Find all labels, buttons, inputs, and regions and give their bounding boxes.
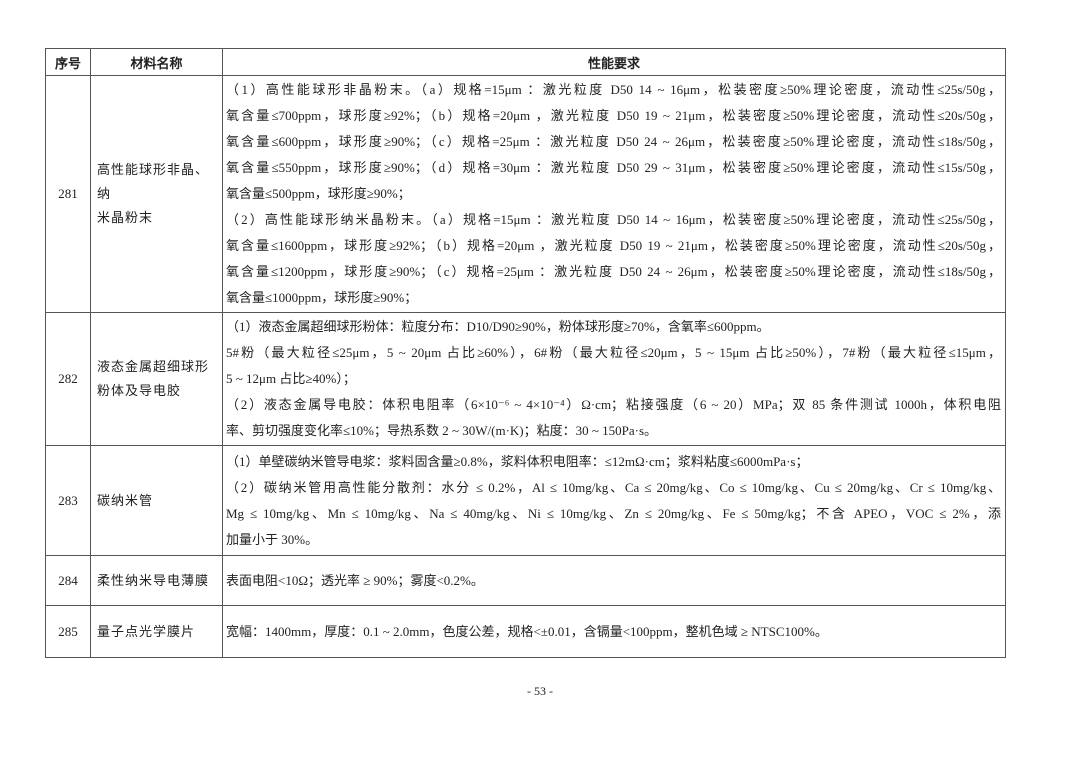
requirement-line: 氧含量≤600ppm，球形度≥90%；（c）规格=25μm ：激光粒度 D50 …: [226, 134, 1001, 149]
requirement-line: 氧含量≤700ppm，球形度≥92%；（b）规格=20μm ，激光粒度 D50 …: [226, 108, 1001, 123]
requirement-line: （1）液态金属超细球形粉体：粒度分布：D10/D90≥90%，粉体球形度≥70%…: [226, 319, 770, 334]
requirement-line: 率、剪切强度变化率≤10%；导热系数 2 ~ 30W/(m·K)；粘度：30 ~…: [226, 423, 658, 438]
table-row: 281 高性能球形非晶、纳 米晶粉末 （1）高性能球形非晶粉末。（a）规格=15μm …: [45, 75, 1006, 313]
row-number: 285: [45, 605, 91, 658]
performance-requirements: （1）液态金属超细球形粉体：粒度分布：D10/D90≥90%，粉体球形度≥70%…: [222, 312, 1006, 446]
table-row: 282 液态金属超细球形 粉体及导电胶 （1）液态金属超细球形粉体：粒度分布：D10/…: [45, 312, 1006, 446]
table-row: 284 柔性纳米导电薄膜 表面电阻<10Ω；透光率 ≥ 90%；雾度<0.2%。: [45, 555, 1006, 606]
material-name-line: 液态金属超细球形: [97, 359, 210, 374]
material-name: 量子点光学膜片: [90, 605, 223, 658]
material-name-line: 量子点光学膜片: [97, 623, 196, 639]
requirement-line: 氧含量≤1000ppm，球形度≥90%；: [226, 290, 418, 305]
performance-requirements: 宽幅：1400mm，厚度：0.1 ~ 2.0mm，色度公差，规格<±0.01，含…: [222, 605, 1006, 658]
row-number: 283: [45, 445, 91, 556]
performance-requirements: （1）高性能球形非晶粉末。（a）规格=15μm ：激光粒度 D50 14 ~ 1…: [222, 75, 1006, 313]
requirement-line: 宽幅：1400mm，厚度：0.1 ~ 2.0mm，色度公差，规格<±0.01，含…: [226, 623, 828, 639]
requirement-line: 5 ~ 12μm 占比≥40%）；: [226, 371, 356, 386]
material-name: 高性能球形非晶、纳米晶粉末: [90, 75, 223, 313]
page-number: - 53 -: [527, 684, 553, 698]
material-name-line: 高性能球形非晶、纳: [97, 162, 210, 201]
requirement-line: （1）单壁碳纳米管导电浆：浆料固含量≥0.8%，浆料体积电阻率：≤12mΩ·cm…: [226, 453, 809, 469]
requirement-line: Mg ≤ 10mg/kg、Mn ≤ 10mg/kg、Na ≤ 40mg/kg、N…: [226, 505, 1001, 521]
material-name-line: 粉体及导电胶: [97, 383, 182, 398]
requirement-line: 加量小于 30%。: [226, 531, 319, 547]
requirement-line: 5#粉（最大粒径≤25μm，5 ~ 20μm 占比≥60%），6#粉（最大粒径≤…: [226, 345, 1001, 360]
requirement-line: （2）高性能球形纳米晶粉末。（a）规格=15μm ：激光粒度 D50 14 ~ …: [226, 212, 1001, 227]
requirement-line: （2）液态金属导电胶：体积电阻率（6×10⁻⁶ ~ 4×10⁻⁴）Ω·cm；粘接…: [226, 397, 1001, 412]
table-row: 283 碳纳米管 （1）单壁碳纳米管导电浆：浆料固含量≥0.8%，浆料体积电阻率：≤…: [45, 445, 1006, 556]
header-name: 材料名称: [90, 48, 223, 76]
requirement-line: （2）碳纳米管用高性能分散剂：水分 ≤ 0.2%，Al ≤ 10mg/kg、Ca…: [226, 479, 1001, 495]
requirement-line: 氧含量≤1600ppm，球形度≥92%；（b）规格=20μm ，激光粒度 D50…: [226, 238, 1001, 253]
requirement-line: 氧含量≤1200ppm，球形度≥90%；（c）规格=25μm ：激光粒度 D50…: [226, 264, 1001, 279]
requirement-line: 氧含量≤500ppm，球形度≥90%；: [226, 186, 411, 201]
material-name: 碳纳米管: [90, 445, 223, 556]
performance-requirements: 表面电阻<10Ω；透光率 ≥ 90%；雾度<0.2%。: [222, 555, 1006, 606]
material-name-line: 米晶粉末: [97, 210, 154, 225]
requirement-line: 表面电阻<10Ω；透光率 ≥ 90%；雾度<0.2%。: [226, 572, 484, 588]
performance-requirements: （1）单壁碳纳米管导电浆：浆料固含量≥0.8%，浆料体积电阻率：≤12mΩ·cm…: [222, 445, 1006, 556]
header-no: 序号: [45, 48, 91, 76]
materials-table: 序号 材料名称 性能要求 281 高性能球形非晶、纳 米晶粉末 （1）高性能球形非晶粉…: [45, 48, 1006, 658]
row-number: 284: [45, 555, 91, 606]
table-header-row: 序号 材料名称 性能要求: [45, 48, 1006, 76]
header-spec: 性能要求: [222, 48, 1006, 76]
requirement-line: （1）高性能球形非晶粉末。（a）规格=15μm ：激光粒度 D50 14 ~ 1…: [226, 82, 1001, 97]
table-row: 285 量子点光学膜片 宽幅：1400mm，厚度：0.1 ~ 2.0mm，色度公差，…: [45, 605, 1006, 658]
material-name: 液态金属超细球形 粉体及导电胶: [90, 312, 223, 446]
material-name-line: 碳纳米管: [97, 492, 154, 508]
requirement-line: 氧含量≤550ppm，球形度≥90%；（d）规格=30μm ：激光粒度 D50 …: [226, 160, 1001, 175]
row-number: 281: [45, 75, 91, 313]
material-name-line: 柔性纳米导电薄膜: [97, 572, 210, 588]
material-name: 柔性纳米导电薄膜: [90, 555, 223, 606]
row-number: 282: [45, 312, 91, 446]
